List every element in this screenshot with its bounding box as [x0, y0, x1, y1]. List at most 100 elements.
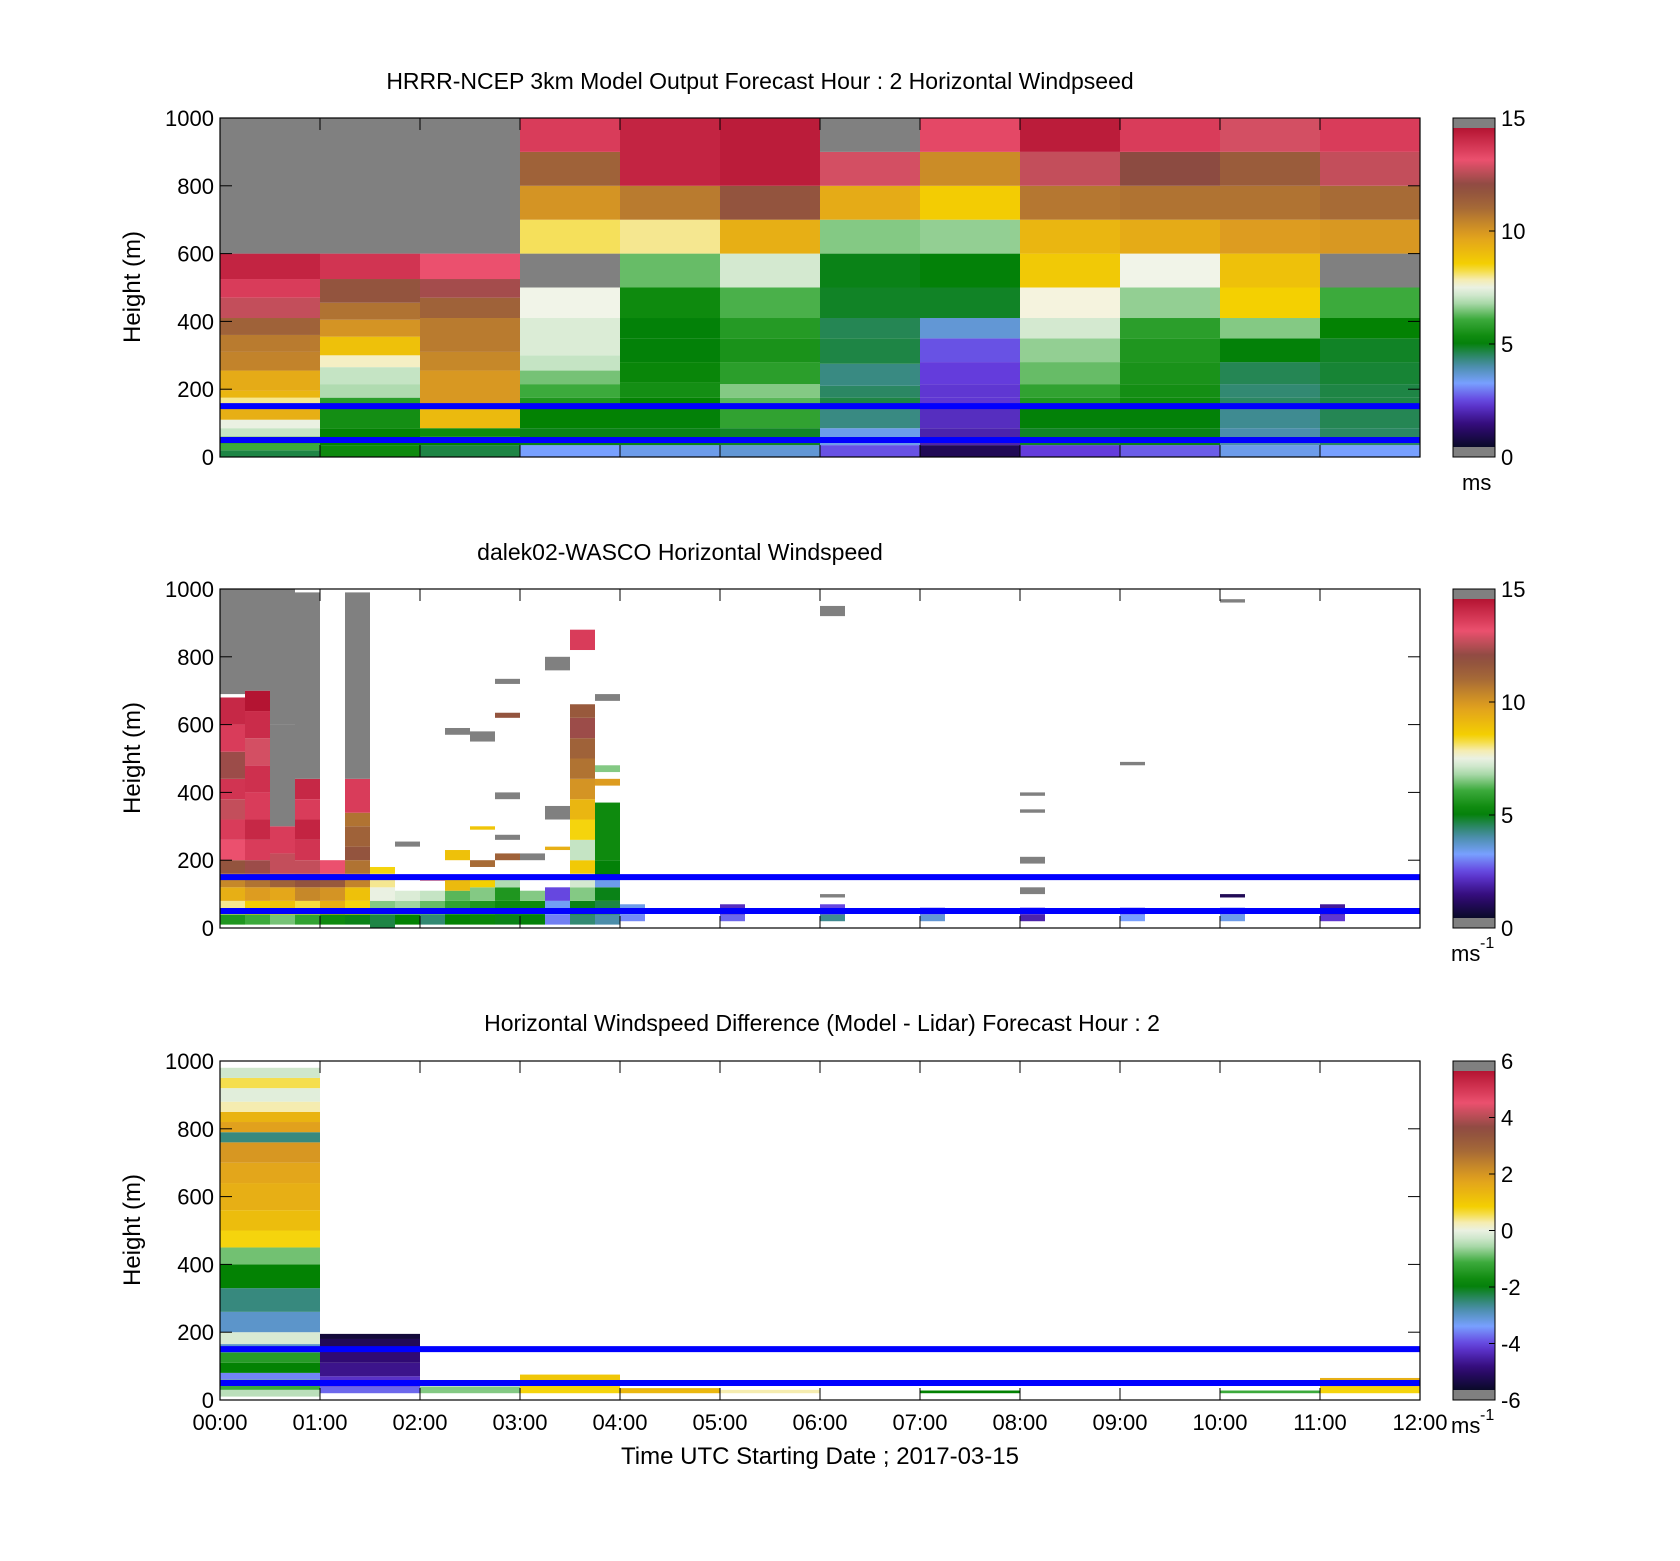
heatmap-cell [720, 318, 820, 339]
heatmap-cell [420, 445, 520, 457]
heatmap-cell [295, 914, 320, 925]
heatmap-cell [220, 419, 320, 429]
heatmap-cell [445, 914, 470, 925]
heatmap-cell [245, 738, 270, 766]
panel-title: HRRR-NCEP 3km Model Output Forecast Hour… [386, 68, 1133, 94]
heatmap-cell [1020, 406, 1120, 429]
heatmap-cell [220, 1372, 320, 1380]
colorbar: -6 -4 -2 0 2 4 6 ms -1 [1451, 1049, 1521, 1438]
heatmap-cell [1020, 118, 1120, 152]
heatmap-cell [720, 914, 745, 922]
heatmap-cell [245, 711, 270, 739]
heatmap-cell [220, 1101, 320, 1112]
heatmap-cell [520, 118, 620, 152]
heatmap-cell [1020, 219, 1120, 254]
y-tick-label: 400 [177, 309, 214, 334]
heatmap-cell [520, 253, 620, 288]
heatmap-cell [1220, 338, 1320, 363]
heatmap-cell [1220, 287, 1320, 319]
heatmap-cell [1320, 1386, 1420, 1394]
heatmap-cell [920, 219, 1020, 254]
heatmap-cell [320, 914, 345, 925]
heatmap-cell [1020, 384, 1120, 398]
panel-lidar: dalek02-WASCO Horizontal Windspeed 0 200 4… [119, 539, 1525, 966]
heatmap-cell [820, 287, 920, 319]
colorbar-tick-label: 10 [1501, 690, 1525, 715]
heatmap-cell [470, 914, 495, 925]
heatmap-cell [595, 765, 620, 773]
heatmap-cell [320, 397, 420, 405]
heatmap-cell [545, 914, 570, 925]
heatmap-cell [220, 1088, 320, 1102]
heatmap-cell [220, 1077, 320, 1089]
heatmap-cell [220, 253, 320, 280]
colorbar-tick-label: 10 [1501, 219, 1525, 244]
heatmap-cell [1320, 397, 1420, 407]
heatmap-cell [220, 1132, 320, 1143]
heatmap-cell [920, 318, 1020, 339]
heatmap-cell [1020, 253, 1120, 288]
colorbar: 0 5 10 15 ms [1452, 106, 1525, 495]
heatmap-cell [320, 860, 345, 874]
y-tick-label: 400 [177, 780, 214, 805]
heatmap-cell [320, 1349, 420, 1363]
heatmap-cell [1220, 118, 1320, 152]
heatmap-cell [220, 751, 245, 779]
y-tick-label: 400 [177, 1252, 214, 1277]
x-tick-label: 11:00 [1293, 1410, 1346, 1435]
heatmap-cell [295, 778, 320, 800]
heatmap-cell [270, 724, 295, 827]
heatmap-cell [570, 629, 595, 651]
heatmap-cell [1120, 219, 1220, 254]
heatmap-cell [420, 890, 445, 901]
colorbar-gradient [1453, 1071, 1495, 1390]
heatmap-cell [570, 778, 595, 800]
heatmap-cell [245, 589, 270, 691]
heatmap-cell [820, 894, 845, 898]
heatmap-cell [1120, 185, 1220, 220]
heatmap-cell [220, 1352, 320, 1363]
panel-title: Horizontal Windspeed Difference (Model -… [484, 1010, 1160, 1036]
heatmap-cell [620, 219, 720, 254]
heatmap-cell [320, 445, 420, 457]
heatmap-cell [445, 850, 470, 861]
heatmap-cell [420, 279, 520, 298]
heatmap-cell [570, 860, 595, 874]
heatmap-cell [920, 253, 1020, 288]
heatmap-cell [320, 1338, 420, 1350]
heatmap-cell [920, 362, 1020, 385]
heatmap-cell [1320, 151, 1420, 186]
heatmap-cell [1320, 384, 1420, 398]
heatmap-cell [420, 118, 520, 254]
heatmap-cell [920, 445, 1020, 457]
heatmap-cell [220, 778, 245, 800]
heatmap-cell [320, 302, 420, 320]
colorbar-tick-label: -4 [1501, 1332, 1521, 1357]
heatmap-cell [345, 778, 370, 813]
heatmap-cell [720, 287, 820, 319]
heatmap-cell [620, 362, 720, 383]
heatmap-cell [245, 839, 270, 861]
heatmap-cell [270, 589, 295, 725]
heatmap-cell [820, 605, 845, 617]
colorbar-tick-label: 5 [1501, 803, 1513, 828]
heatmap-cell [720, 406, 820, 429]
heatmap-cell [420, 253, 520, 280]
heatmap-cell [345, 887, 370, 901]
heatmap-cell [1220, 599, 1245, 603]
heatmap-cell [495, 914, 520, 925]
y-tick-label: 0 [202, 1388, 214, 1413]
heatmap-cell [420, 409, 520, 429]
heatmap-cell [820, 445, 920, 457]
colorbar-gradient [1453, 599, 1495, 918]
heatmap-cell [545, 805, 570, 820]
y-tick-label: 1000 [165, 577, 214, 602]
heatmap-cell [1120, 338, 1220, 363]
heatmap-cell [570, 839, 595, 861]
heatmap-cell [1320, 318, 1420, 339]
heatmap-cell [595, 694, 620, 701]
x-tick-label: 04:00 [592, 1410, 647, 1435]
heatmap-cell [820, 406, 920, 429]
heatmap-cell [820, 338, 920, 364]
heatmap-cells [220, 589, 1345, 928]
